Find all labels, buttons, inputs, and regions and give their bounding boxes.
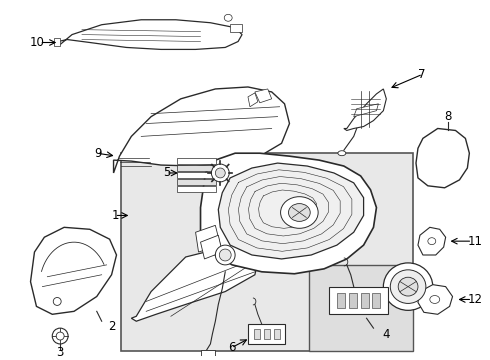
Ellipse shape: [391, 270, 426, 303]
Text: 10: 10: [29, 36, 45, 49]
Polygon shape: [230, 24, 242, 32]
Polygon shape: [30, 227, 117, 314]
Polygon shape: [248, 324, 285, 344]
Ellipse shape: [220, 249, 231, 261]
Text: 11: 11: [467, 235, 482, 248]
FancyBboxPatch shape: [177, 186, 217, 192]
Text: 4: 4: [383, 328, 390, 341]
Polygon shape: [200, 350, 215, 358]
Text: 6: 6: [229, 341, 236, 354]
Polygon shape: [200, 235, 222, 259]
Polygon shape: [361, 293, 368, 309]
Polygon shape: [354, 104, 378, 117]
Text: 9: 9: [94, 147, 102, 160]
Bar: [309, 265, 413, 351]
Polygon shape: [372, 293, 380, 309]
Polygon shape: [200, 153, 376, 274]
Ellipse shape: [56, 332, 64, 340]
Ellipse shape: [398, 277, 418, 296]
Polygon shape: [418, 227, 445, 255]
Text: 8: 8: [444, 110, 451, 123]
Polygon shape: [337, 293, 345, 309]
Ellipse shape: [430, 296, 440, 303]
Polygon shape: [131, 247, 260, 321]
Ellipse shape: [338, 151, 346, 156]
FancyBboxPatch shape: [177, 179, 217, 185]
Text: 5: 5: [164, 166, 171, 180]
Ellipse shape: [211, 164, 229, 182]
Ellipse shape: [224, 14, 232, 21]
FancyBboxPatch shape: [177, 158, 217, 164]
Text: 1: 1: [112, 209, 120, 222]
Polygon shape: [58, 20, 242, 49]
Polygon shape: [416, 129, 469, 188]
Ellipse shape: [281, 197, 318, 228]
Text: 7: 7: [418, 68, 425, 81]
Ellipse shape: [215, 168, 225, 178]
Polygon shape: [196, 225, 220, 252]
Polygon shape: [219, 163, 364, 259]
Polygon shape: [248, 93, 258, 107]
Polygon shape: [254, 329, 260, 339]
Polygon shape: [344, 89, 386, 130]
Ellipse shape: [289, 204, 310, 221]
Ellipse shape: [52, 328, 68, 344]
Ellipse shape: [428, 238, 436, 244]
Polygon shape: [329, 287, 388, 314]
Text: 2: 2: [108, 320, 115, 333]
Polygon shape: [349, 293, 357, 309]
Text: 12: 12: [467, 293, 482, 306]
Polygon shape: [255, 89, 271, 103]
Text: 3: 3: [56, 346, 64, 359]
Polygon shape: [114, 87, 290, 173]
Polygon shape: [54, 37, 60, 46]
FancyBboxPatch shape: [177, 172, 217, 178]
Bar: [122, 153, 413, 351]
Polygon shape: [273, 329, 280, 339]
Polygon shape: [418, 285, 453, 314]
FancyBboxPatch shape: [177, 165, 217, 171]
Polygon shape: [264, 329, 270, 339]
Ellipse shape: [53, 297, 61, 305]
Ellipse shape: [215, 245, 235, 265]
Ellipse shape: [383, 263, 433, 310]
